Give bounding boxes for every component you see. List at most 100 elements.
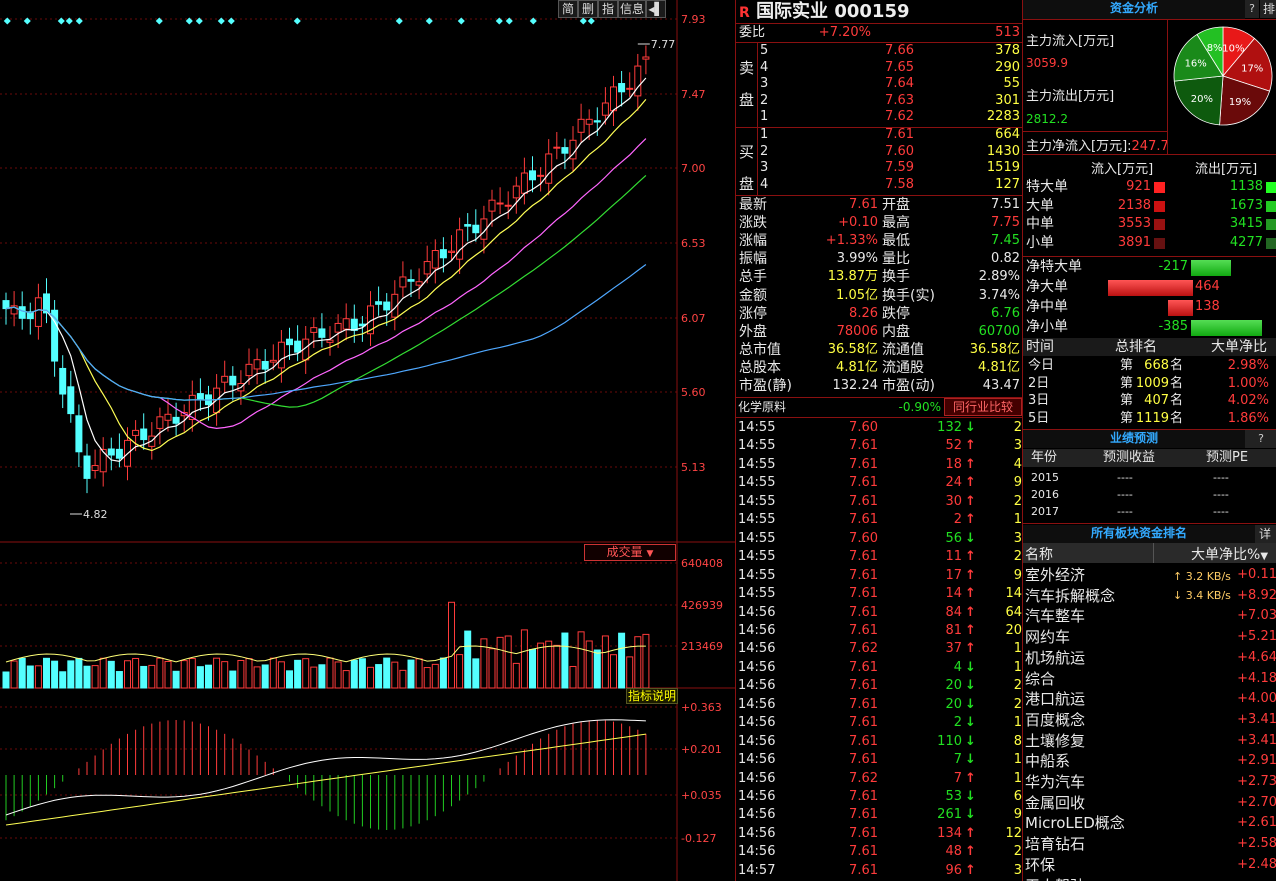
candle-body[interactable] [415,281,423,286]
sector-row[interactable]: 百度概念 +3.41 [1023,710,1276,730]
sector-row[interactable]: 金属回收 +2.70 [1023,793,1276,813]
candle-body[interactable] [253,359,261,370]
candle-body[interactable] [2,300,10,310]
candle-body[interactable] [334,322,342,333]
candle-body[interactable] [67,386,75,415]
event-marker-icon[interactable] [3,17,11,25]
candle-body[interactable] [529,170,536,181]
sector-row[interactable]: 机场航运 +4.64 [1023,648,1276,668]
candle-body[interactable] [164,413,172,421]
sell-row[interactable]: 2 7.63 301 [736,93,1023,109]
candle-body[interactable] [439,249,447,259]
candle-body[interactable] [561,147,569,154]
event-marker-icon[interactable] [293,17,301,25]
sell-row[interactable]: 5 7.66 378 [736,43,1023,59]
forecast-help-button[interactable]: ? [1245,430,1276,448]
candle-body[interactable] [286,338,293,346]
capital-help-button[interactable]: ? [1245,0,1259,18]
candle-body[interactable] [26,311,34,320]
kline-svg[interactable]: 7.93 7.47 7.00 6.53 6.07 5.60 5.13 640408 426939… [0,0,735,881]
candle-body[interactable] [99,448,107,473]
candle-body[interactable] [610,86,617,112]
event-marker-icon[interactable] [23,17,31,25]
candle-body[interactable] [221,375,229,383]
candle-body[interactable] [593,120,601,123]
toolbar-simple-button[interactable]: 简 [558,0,578,18]
candle-body[interactable] [83,455,91,479]
candle-body[interactable] [75,415,83,453]
sector-row[interactable]: 土壤修复 +3.41 [1023,731,1276,751]
candle-body[interactable] [399,276,407,288]
sector-row[interactable]: 华为汽车 +2.73 [1023,772,1276,792]
event-marker-icon[interactable] [195,17,203,25]
sector-row[interactable]: 网约车 +5.21 [1023,627,1276,647]
sector-row[interactable]: 无人驾驶 [1023,876,1276,881]
kline-chart-area[interactable]: 7.93 7.47 7.00 6.53 6.07 5.60 5.13 640408 426939… [0,0,735,881]
candle-body[interactable] [245,363,253,377]
buy-row[interactable]: 4 7.58 127 [736,177,1023,193]
candle-body[interactable] [577,118,585,133]
candle-body[interactable] [188,394,196,420]
sector-row[interactable]: 汽车整车 +7.03 [1023,606,1276,626]
toolbar-delete-button[interactable]: 删 [578,0,598,18]
sector-col-name[interactable]: 名称 [1025,547,1053,563]
candle-body[interactable] [407,279,415,282]
event-marker-icon[interactable] [587,17,595,25]
candle-body[interactable] [115,448,123,459]
candle-body[interactable] [269,359,277,363]
candle-body[interactable] [472,224,480,234]
sector-row[interactable]: 培育钻石 +2.58 [1023,834,1276,854]
candle-body[interactable] [18,306,26,319]
sector-row[interactable]: MicroLED概念 +2.61 [1023,813,1276,833]
candle-body[interactable] [294,340,302,353]
candle-body[interactable] [375,301,383,305]
candle-body[interactable] [342,318,350,330]
candle-body[interactable] [537,174,545,177]
sector-row[interactable]: 室外经济 +0.11 [1023,565,1276,585]
sell-row[interactable]: 4 7.65 290 [736,60,1023,76]
candle-body[interactable] [618,83,626,93]
candle-body[interactable] [51,309,59,362]
candle-body[interactable] [43,293,50,314]
buy-row[interactable]: 2 7.60 1430 [736,144,1023,160]
candle-body[interactable] [464,224,472,227]
candle-body[interactable] [585,118,593,125]
candle-body[interactable] [642,56,650,60]
tick-list[interactable]: 14:55 7.60 132 ↓ 2 14:55 7.61 52 ↑ 3 14:55 7.61 18 ↑ 4… [736,419,1023,881]
toolbar-indicator-button[interactable]: 指 [598,0,618,18]
candle-body[interactable] [10,305,18,315]
candle-body[interactable] [318,328,326,338]
toolbar-collapse-button[interactable]: ◂▌ [646,0,666,18]
candle-body[interactable] [626,87,634,90]
candle-body[interactable] [383,301,391,311]
candle-body[interactable] [326,339,334,343]
sector-detail-button[interactable]: 详 [1255,525,1276,543]
candle-body[interactable] [140,428,148,441]
buy-row[interactable]: 3 7.59 1519 [736,160,1023,176]
candle-body[interactable] [132,429,140,436]
candle-body[interactable] [431,250,439,269]
candle-body[interactable] [423,261,431,275]
candle-body[interactable] [107,448,115,456]
sector-col-ratio[interactable]: 大单净比%▼ [1191,547,1269,563]
candle-body[interactable] [512,185,520,199]
candle-body[interactable] [172,416,180,424]
candle-body[interactable] [350,318,358,331]
event-marker-icon[interactable] [185,17,193,25]
candle-body[interactable] [553,146,561,149]
candle-body[interactable] [496,202,504,205]
candle-body[interactable] [261,360,269,370]
indicator-help-button[interactable]: 指标说明 [626,688,678,704]
sell-row[interactable]: 1 7.62 2283 [736,109,1023,125]
sector-row[interactable]: 环保 +2.48 [1023,855,1276,875]
candle-body[interactable] [456,229,464,260]
industry-compare-button[interactable]: 同行业比较 [944,398,1022,416]
candle-body[interactable] [545,153,553,184]
candle-body[interactable] [601,102,609,116]
sector-row[interactable]: 综合 +4.18 [1023,669,1276,689]
sector-row[interactable]: 港口航运 +4.00 [1023,689,1276,709]
candle-body[interactable] [391,293,399,318]
sector-list[interactable]: 室外经济 +0.11 汽车拆解概念 +8.92 汽车整车 +7.03 网约车 +5.21 机场航… [1023,565,1276,881]
sector-row[interactable]: 汽车拆解概念 +8.92 [1023,586,1276,606]
candle-body[interactable] [448,250,455,253]
